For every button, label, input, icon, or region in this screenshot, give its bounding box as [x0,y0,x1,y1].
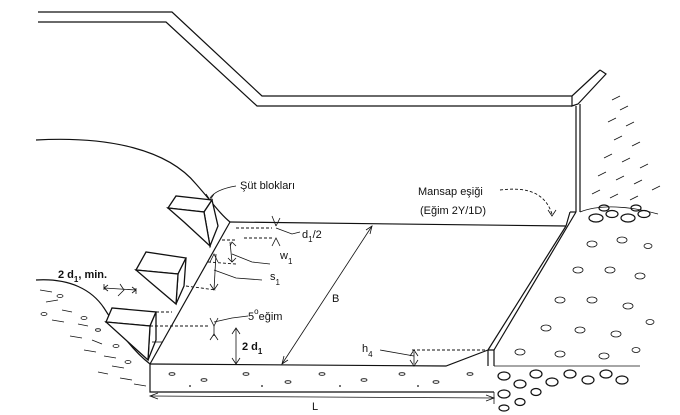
sill-height-dimension [379,349,486,367]
d1-half-label: d1/2 [302,229,322,244]
floor-slab [149,364,494,393]
leader-lines [205,185,557,217]
two-d1-label: 2 d1 [242,341,263,356]
s1-label: s1 [270,271,281,287]
left-wall-curve [35,138,231,223]
upper-wall [38,11,607,212]
chute-block-lower [104,307,157,362]
basin-floor [149,211,577,367]
length-L-label: L [312,401,318,413]
h4-label: h4 [362,343,373,359]
chute-block-upper [166,195,219,249]
two-d1-min-label: 2 d1, min. [58,269,107,284]
slope-label: 5oeğim [248,307,282,323]
width-B-label: B [332,293,339,305]
chute-blocks-label: Şüt blokları [240,180,295,192]
right-riprap [494,95,661,412]
end-sill-label: Mansap eşiği [418,186,483,198]
left-bank-soil [35,279,151,387]
width-dimension [281,225,373,365]
end-sill-slope-label: (Eğim 2Y/1D) [420,205,486,217]
chute-block-middle [134,251,187,306]
length-dimension [148,392,496,404]
block-dimensions [103,215,301,365]
w1-label: w1 [279,250,293,266]
